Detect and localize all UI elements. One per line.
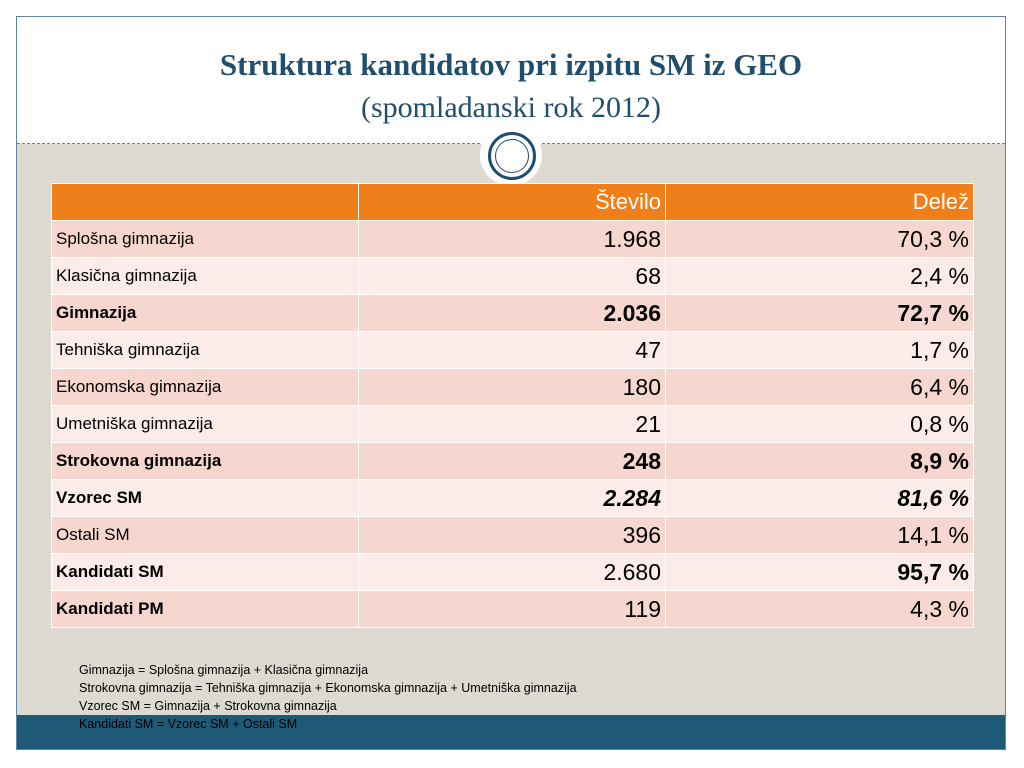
- row-label: Ostali SM: [51, 516, 359, 554]
- table-row: Klasična gimnazija 68 2,4 %: [51, 257, 974, 295]
- table-row: Tehniška gimnazija 47 1,7 %: [51, 331, 974, 369]
- ornament-ring: [488, 132, 536, 180]
- footnote: Gimnazija = Splošna gimnazija + Klasična…: [79, 663, 369, 677]
- candidates-table: Število Delež Splošna gimnazija 1.968 70…: [51, 183, 974, 628]
- footnote: Strokovna gimnazija = Tehniška gimnazija…: [79, 681, 577, 695]
- table-row: Ostali SM 396 14,1 %: [51, 516, 974, 554]
- table-row: Umetniška gimnazija 21 0,8 %: [51, 405, 974, 443]
- row-label: Gimnazija: [51, 294, 359, 332]
- header-delez: Delež: [665, 183, 974, 221]
- row-label: Strokovna gimnazija: [51, 442, 359, 480]
- row-label: Vzorec SM: [51, 479, 359, 517]
- slide: Struktura kandidatov pri izpitu SM iz GE…: [16, 16, 1006, 750]
- row-delez: 8,9 %: [665, 442, 974, 480]
- table-row: Kandidati PM 119 4,3 %: [51, 590, 974, 628]
- table-row: Ekonomska gimnazija 180 6,4 %: [51, 368, 974, 406]
- row-stevilo: 119: [358, 590, 666, 628]
- footnote: Kandidati SM = Vzorec SM + Ostali SM: [79, 717, 298, 731]
- row-stevilo: 1.968: [358, 220, 666, 258]
- row-label: Kandidati SM: [51, 553, 359, 591]
- ornament-ring-inner: [495, 139, 529, 173]
- row-delez: 14,1 %: [665, 516, 974, 554]
- circle-ornament-icon: [480, 124, 542, 186]
- row-stevilo: 2.036: [358, 294, 666, 332]
- row-stevilo: 180: [358, 368, 666, 406]
- row-stevilo: 21: [358, 405, 666, 443]
- row-stevilo: 68: [358, 257, 666, 295]
- header-empty: [51, 183, 359, 221]
- row-delez: 1,7 %: [665, 331, 974, 369]
- table-header-row: Število Delež: [51, 183, 974, 221]
- header-stevilo: Število: [358, 183, 666, 221]
- table-row: Splošna gimnazija 1.968 70,3 %: [51, 220, 974, 258]
- row-delez: 95,7 %: [665, 553, 974, 591]
- table-row: Kandidati SM 2.680 95,7 %: [51, 553, 974, 591]
- row-delez: 81,6 %: [665, 479, 974, 517]
- row-delez: 4,3 %: [665, 590, 974, 628]
- row-label: Splošna gimnazija: [51, 220, 359, 258]
- row-label: Tehniška gimnazija: [51, 331, 359, 369]
- row-delez: 72,7 %: [665, 294, 974, 332]
- slide-title: Struktura kandidatov pri izpitu SM iz GE…: [219, 47, 803, 82]
- row-stevilo: 2.284: [358, 479, 666, 517]
- row-stevilo: 396: [358, 516, 666, 554]
- row-label: Ekonomska gimnazija: [51, 368, 359, 406]
- row-label: Kandidati PM: [51, 590, 359, 628]
- table-row: Gimnazija 2.036 72,7 %: [51, 294, 974, 332]
- footnote: Vzorec SM = Gimnazija + Strokovna gimnaz…: [79, 699, 337, 713]
- row-delez: 2,4 %: [665, 257, 974, 295]
- row-delez: 6,4 %: [665, 368, 974, 406]
- slide-subtitle: (spomladanski rok 2012): [361, 91, 661, 124]
- row-delez: 70,3 %: [665, 220, 974, 258]
- row-stevilo: 2.680: [358, 553, 666, 591]
- row-stevilo: 47: [358, 331, 666, 369]
- row-label: Klasična gimnazija: [51, 257, 359, 295]
- bottom-bar: [17, 715, 1005, 749]
- footnotes: Gimnazija = Splošna gimnazija + Klasična…: [79, 661, 577, 733]
- table-row: Vzorec SM 2.284 81,6 %: [51, 479, 974, 517]
- row-label: Umetniška gimnazija: [51, 405, 359, 443]
- row-stevilo: 248: [358, 442, 666, 480]
- table-row: Strokovna gimnazija 248 8,9 %: [51, 442, 974, 480]
- row-delez: 0,8 %: [665, 405, 974, 443]
- title-area: Struktura kandidatov pri izpitu SM iz GE…: [17, 17, 1005, 143]
